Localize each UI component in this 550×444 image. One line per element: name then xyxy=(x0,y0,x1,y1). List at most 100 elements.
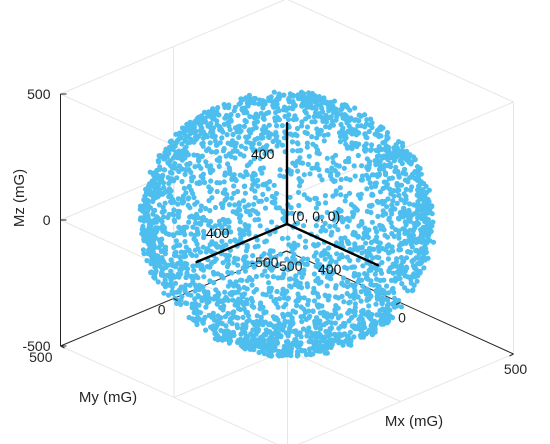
data-point xyxy=(363,146,369,152)
data-point xyxy=(212,293,218,300)
x-tick-mark xyxy=(395,302,401,305)
data-point xyxy=(306,339,312,345)
data-point xyxy=(194,152,201,158)
data-point xyxy=(192,296,198,302)
data-point xyxy=(304,195,310,201)
data-point xyxy=(260,304,266,310)
data-point xyxy=(351,295,357,301)
data-point xyxy=(226,123,232,129)
data-point xyxy=(157,260,163,266)
data-point xyxy=(344,104,350,110)
data-point xyxy=(290,105,296,111)
data-point xyxy=(239,339,245,345)
data-point xyxy=(166,231,172,237)
data-point xyxy=(407,227,413,233)
data-point xyxy=(357,332,363,338)
data-point xyxy=(324,345,330,351)
data-point xyxy=(258,198,264,204)
data-point xyxy=(332,309,338,315)
data-point xyxy=(265,341,272,347)
data-point xyxy=(366,303,372,309)
data-point xyxy=(238,143,244,149)
data-point xyxy=(244,297,250,303)
data-point xyxy=(179,125,186,131)
data-point xyxy=(341,165,347,171)
data-point xyxy=(192,282,198,288)
data-point xyxy=(316,111,322,117)
data-point xyxy=(426,187,432,193)
data-point xyxy=(394,148,401,154)
data-point xyxy=(189,175,195,181)
data-point xyxy=(212,230,218,237)
data-point xyxy=(377,240,383,246)
data-point xyxy=(148,269,154,276)
data-point xyxy=(362,287,368,293)
data-point xyxy=(168,143,174,149)
data-point xyxy=(363,141,369,147)
data-point xyxy=(325,297,331,303)
data-point xyxy=(225,283,231,289)
data-point xyxy=(360,319,366,326)
data-point xyxy=(233,140,239,146)
data-point xyxy=(338,107,344,113)
data-point xyxy=(295,298,301,304)
data-point xyxy=(366,162,372,168)
data-point xyxy=(359,173,366,179)
data-point xyxy=(393,142,399,148)
data-point xyxy=(173,238,179,244)
data-point xyxy=(306,325,312,331)
data-point xyxy=(237,172,243,178)
data-point xyxy=(319,303,325,309)
data-point xyxy=(219,337,226,343)
data-point xyxy=(256,141,262,147)
data-point xyxy=(341,275,347,281)
data-point xyxy=(199,153,205,159)
data-point xyxy=(259,339,265,345)
data-point xyxy=(370,192,376,198)
reference-axes xyxy=(195,121,379,267)
x-tick-label: 500 xyxy=(504,361,528,377)
data-point xyxy=(320,224,326,230)
data-point xyxy=(230,131,236,138)
data-point xyxy=(370,172,376,178)
data-point xyxy=(398,304,404,310)
data-point xyxy=(159,219,165,225)
data-point xyxy=(249,173,255,179)
data-point xyxy=(219,299,225,305)
data-point xyxy=(352,241,358,247)
data-point xyxy=(271,89,277,95)
data-point xyxy=(301,172,307,178)
data-point xyxy=(207,242,213,248)
data-point xyxy=(211,323,217,329)
data-point xyxy=(175,201,181,207)
data-point xyxy=(191,317,197,323)
data-point xyxy=(314,216,320,222)
data-point xyxy=(161,260,167,266)
data-point xyxy=(304,102,310,108)
data-point xyxy=(150,245,156,252)
data-point xyxy=(372,271,378,277)
data-point xyxy=(290,308,296,314)
data-point xyxy=(226,224,232,230)
data-point xyxy=(341,320,347,326)
data-point xyxy=(150,182,156,188)
data-point xyxy=(332,223,338,229)
data-point xyxy=(299,119,305,125)
data-point xyxy=(381,288,387,294)
data-point xyxy=(384,283,390,289)
data-point xyxy=(253,209,259,215)
data-point xyxy=(222,170,228,176)
data-point xyxy=(403,156,409,162)
box-edge xyxy=(298,353,514,444)
data-point xyxy=(391,289,397,296)
data-point xyxy=(305,161,311,167)
data-point xyxy=(329,314,335,320)
data-point xyxy=(420,187,426,193)
data-point xyxy=(403,264,409,270)
data-point xyxy=(197,122,203,128)
data-point xyxy=(344,279,351,285)
data-point xyxy=(221,121,227,127)
data-point xyxy=(414,219,420,226)
data-point xyxy=(275,304,281,310)
data-point xyxy=(336,340,342,346)
